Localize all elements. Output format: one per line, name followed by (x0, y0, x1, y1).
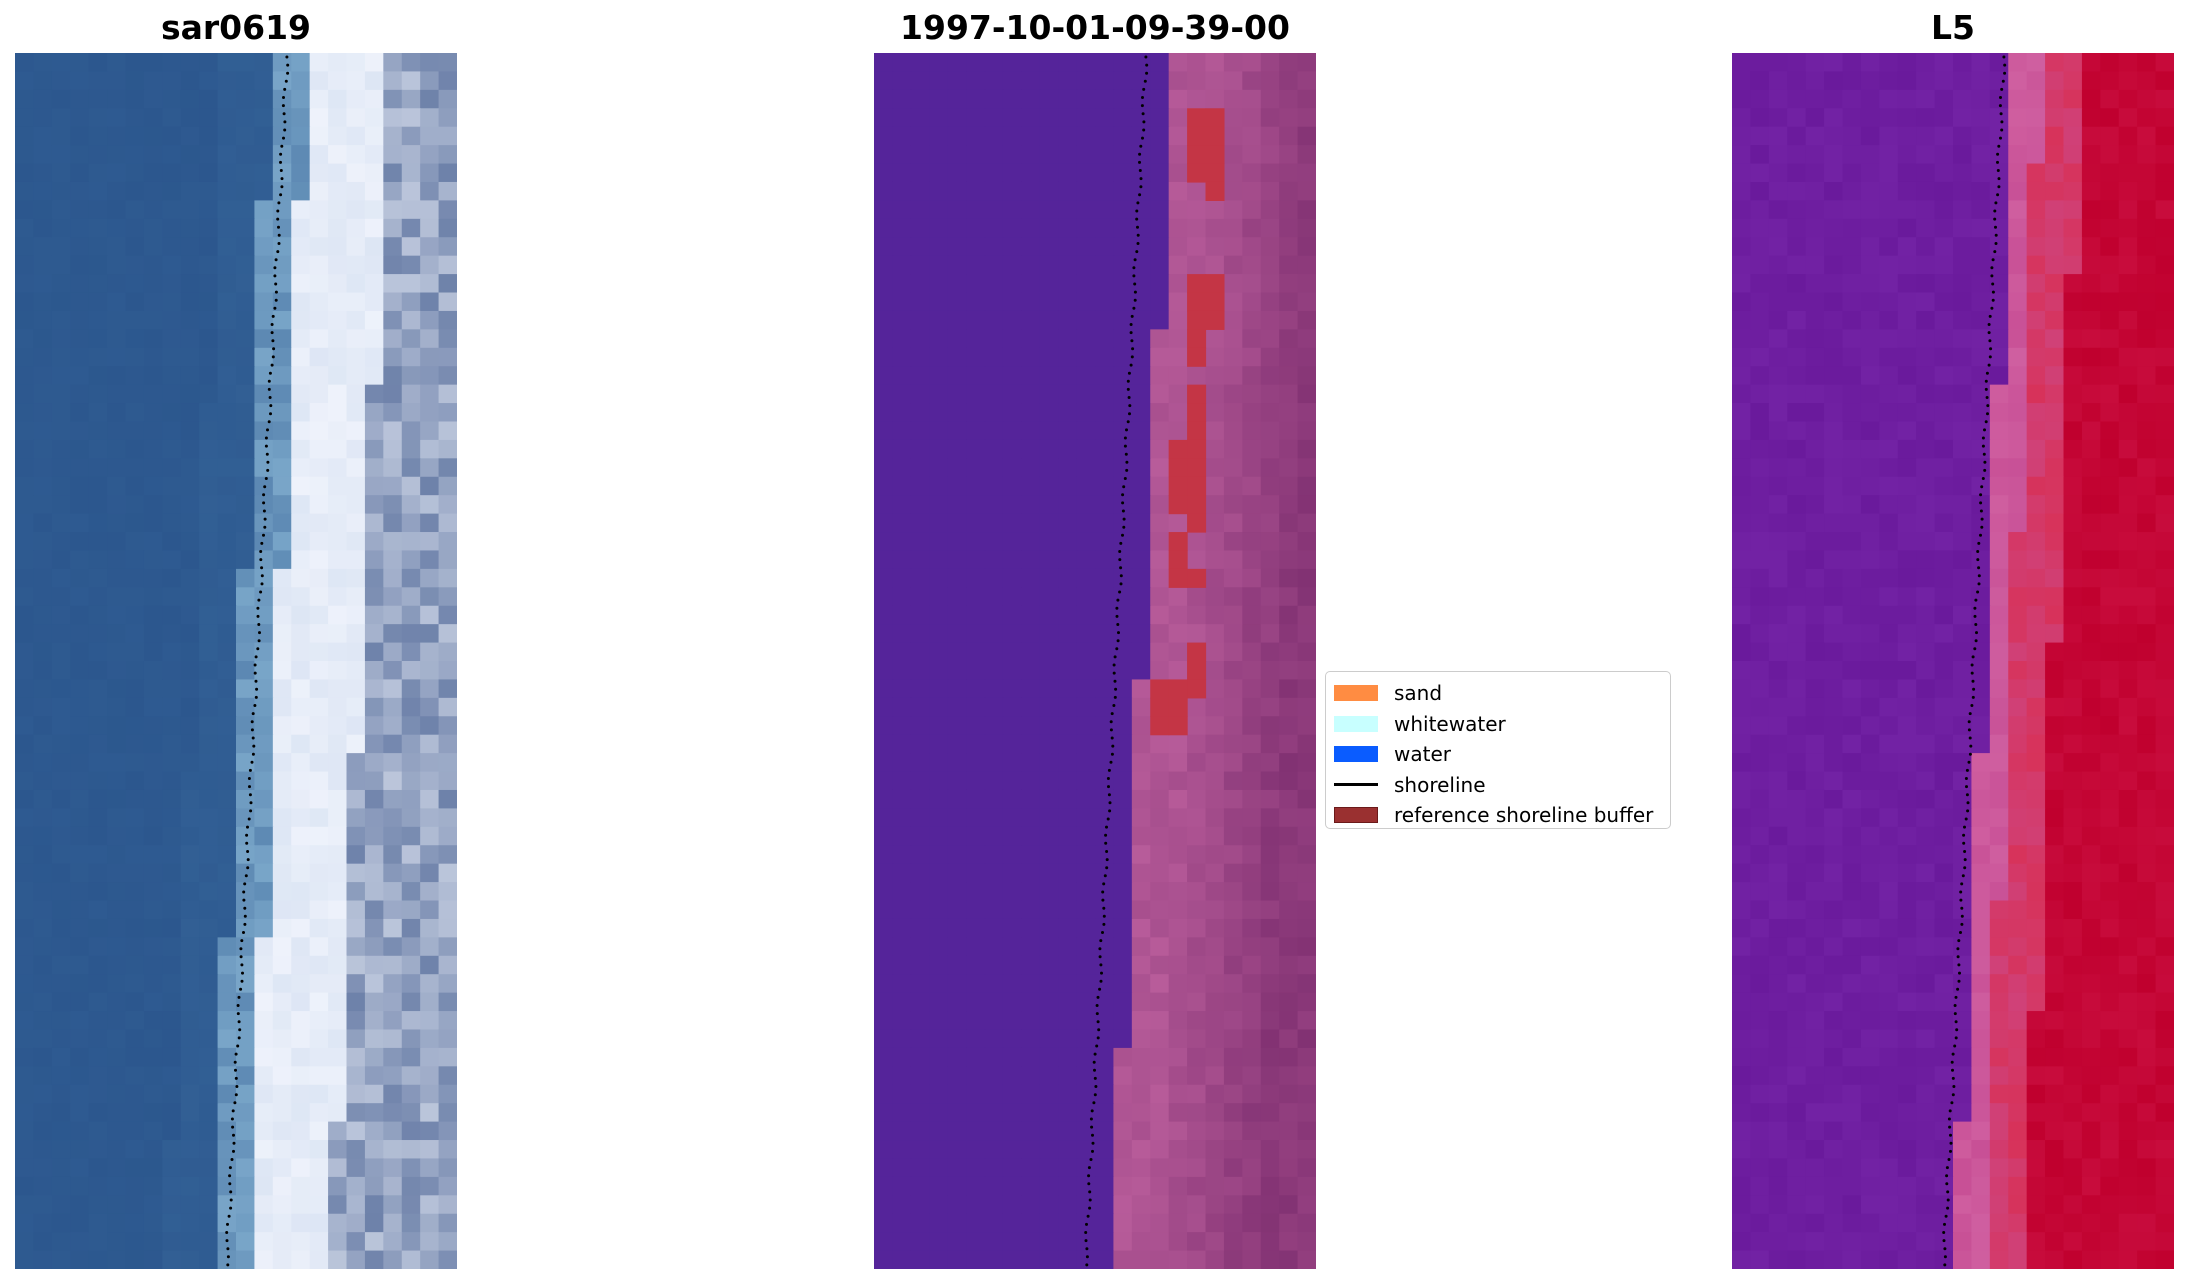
legend-label: reference shoreline buffer (1394, 803, 1654, 828)
legend-label: water (1394, 742, 1451, 767)
legend-label: sand (1394, 681, 1443, 706)
rgb-image (15, 53, 457, 1269)
legend-item-shoreline: shoreline (1334, 770, 1662, 801)
legend-label: shoreline (1394, 772, 1486, 797)
legend-label: whitewater (1394, 711, 1506, 736)
panel-title-classified: 1997-10-01-09-39-00 (900, 8, 1290, 47)
shoreline-line-swatch (1334, 783, 1378, 787)
panel-title-index: L5 (1931, 8, 1975, 47)
water-swatch (1334, 746, 1378, 763)
sand-swatch (1334, 685, 1378, 702)
index-image-panel (1732, 53, 2174, 1269)
index-image (1732, 53, 2174, 1269)
legend-item-water: water (1334, 739, 1662, 770)
buffer-swatch (1334, 807, 1378, 824)
legend-item-reference-buffer: reference shoreline buffer (1334, 800, 1662, 831)
whitewater-swatch (1334, 715, 1378, 732)
panel-title-rgb: sar0619 (160, 8, 312, 47)
classified-image (874, 53, 1316, 1269)
classified-image-panel (874, 53, 1316, 1269)
rgb-image-panel (15, 53, 457, 1269)
legend-item-whitewater: whitewater (1334, 709, 1662, 740)
legend-item-sand: sand (1334, 678, 1662, 709)
legend: sand whitewater water shoreline referenc… (1325, 671, 1671, 829)
